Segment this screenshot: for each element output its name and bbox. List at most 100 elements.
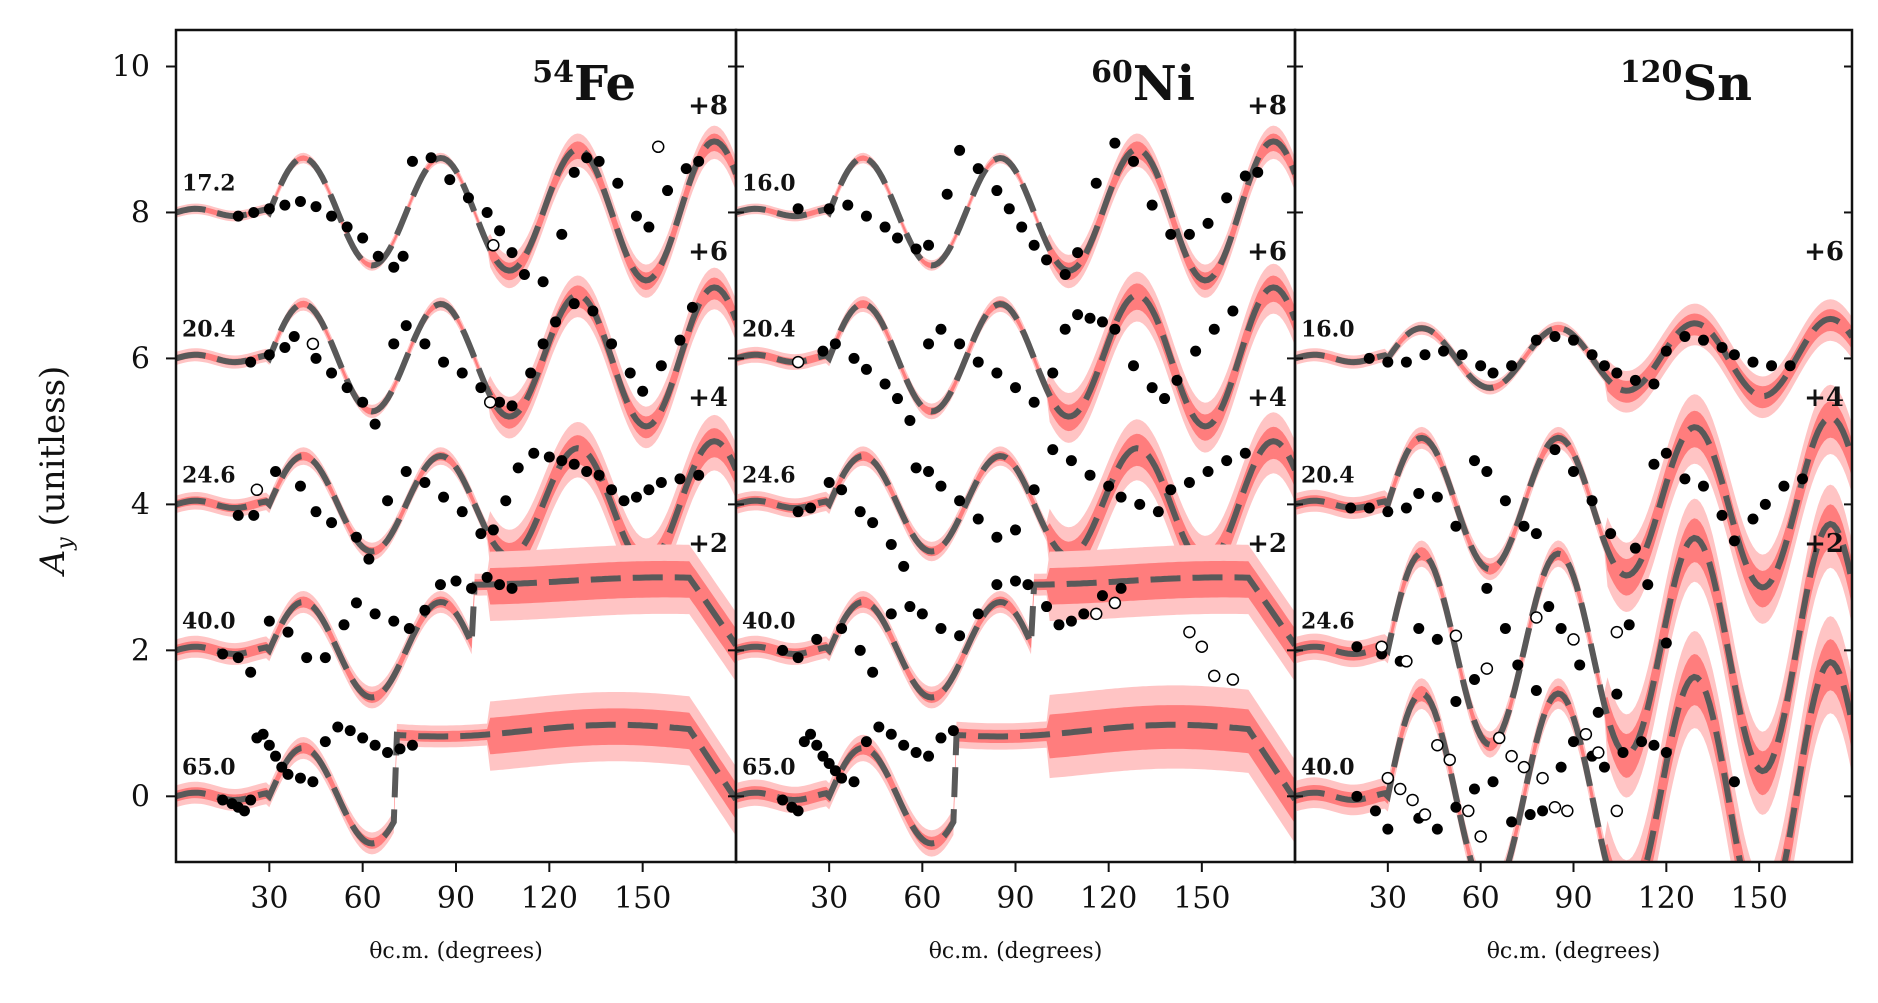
data-point bbox=[494, 225, 506, 237]
data-point bbox=[406, 739, 418, 751]
data-point bbox=[1636, 736, 1648, 748]
data-point bbox=[238, 805, 250, 817]
data-point bbox=[972, 356, 984, 368]
energy-label: 20.4 bbox=[742, 316, 796, 342]
data-point bbox=[307, 776, 319, 788]
data-point-open bbox=[1449, 629, 1463, 643]
data-point bbox=[512, 462, 524, 474]
data-point-open bbox=[1480, 662, 1494, 675]
data-point bbox=[898, 739, 910, 751]
data-point-open bbox=[1183, 625, 1196, 639]
data-point-open bbox=[1548, 801, 1562, 814]
data-point-open bbox=[1610, 804, 1624, 818]
data-point bbox=[1028, 396, 1040, 408]
data-point bbox=[1537, 805, 1549, 817]
data-point bbox=[954, 495, 966, 507]
data-point bbox=[1518, 520, 1530, 532]
data-point bbox=[1227, 305, 1239, 317]
data-point bbox=[341, 221, 353, 233]
data-point bbox=[829, 338, 841, 350]
model-curve bbox=[176, 438, 736, 568]
data-point bbox=[369, 608, 381, 620]
data-point bbox=[403, 622, 415, 634]
data-point bbox=[1481, 582, 1493, 594]
data-point bbox=[382, 495, 394, 507]
energy-label: 24.6 bbox=[1301, 608, 1355, 634]
data-point bbox=[568, 298, 580, 310]
data-point bbox=[1128, 360, 1140, 372]
data-point bbox=[506, 247, 518, 259]
data-point-open bbox=[1400, 655, 1413, 668]
energy-label: 40.0 bbox=[182, 608, 236, 634]
data-point bbox=[232, 210, 244, 222]
data-point bbox=[910, 243, 922, 255]
data-point bbox=[232, 652, 244, 664]
data-point bbox=[1431, 491, 1443, 503]
data-point bbox=[1697, 334, 1709, 346]
data-point bbox=[438, 356, 450, 368]
data-point bbox=[1413, 622, 1425, 634]
data-point bbox=[1351, 790, 1363, 802]
x-tick-label: 120 bbox=[1080, 881, 1137, 916]
x-tick-label: 150 bbox=[614, 881, 671, 916]
data-point bbox=[1543, 601, 1555, 613]
data-point bbox=[1382, 356, 1394, 368]
data-point bbox=[991, 185, 1003, 197]
data-point bbox=[1072, 309, 1084, 321]
data-point bbox=[777, 794, 789, 806]
data-point bbox=[1171, 374, 1183, 386]
data-point bbox=[406, 155, 418, 167]
nucleus-label: 60Ni bbox=[1091, 55, 1195, 112]
model-curve bbox=[736, 574, 1295, 701]
data-point bbox=[1041, 254, 1053, 266]
data-point bbox=[394, 743, 406, 755]
data-point bbox=[1660, 447, 1672, 459]
data-point bbox=[1047, 367, 1059, 379]
energy-label: 65.0 bbox=[182, 754, 236, 780]
data-point bbox=[1208, 323, 1220, 335]
data-point bbox=[276, 761, 288, 773]
data-point bbox=[1028, 239, 1040, 251]
data-point bbox=[935, 732, 947, 744]
data-point bbox=[935, 480, 947, 492]
data-point-open bbox=[1474, 830, 1487, 843]
data-point-open bbox=[791, 355, 805, 369]
data-point-open bbox=[1375, 640, 1388, 653]
x-axis-label: θc.m. (degrees) bbox=[929, 939, 1103, 964]
data-point bbox=[777, 644, 789, 656]
x-tick-label: 60 bbox=[344, 881, 382, 916]
nucleus-mass: 60 bbox=[1091, 55, 1133, 90]
data-point bbox=[1221, 192, 1233, 204]
data-point-open bbox=[1536, 771, 1549, 785]
offset-label: +6 bbox=[1804, 237, 1844, 267]
data-point bbox=[450, 575, 462, 587]
data-point-open bbox=[1195, 640, 1209, 653]
data-point bbox=[1165, 484, 1177, 496]
data-point bbox=[1022, 579, 1034, 591]
data-point bbox=[792, 805, 804, 817]
data-point bbox=[310, 506, 322, 518]
data-point bbox=[593, 155, 605, 167]
data-point-open bbox=[250, 483, 264, 497]
data-point-open bbox=[651, 140, 665, 154]
data-point bbox=[263, 203, 275, 215]
data-point bbox=[1041, 601, 1053, 613]
data-point bbox=[1530, 334, 1542, 346]
data-point bbox=[792, 506, 804, 518]
data-point bbox=[1190, 345, 1202, 357]
data-point bbox=[1084, 469, 1096, 481]
plot-area bbox=[176, 125, 736, 855]
data-point bbox=[867, 517, 879, 529]
data-point bbox=[382, 747, 394, 759]
data-point bbox=[1555, 761, 1567, 773]
data-point bbox=[1165, 228, 1177, 240]
data-point bbox=[581, 152, 593, 164]
data-point bbox=[1202, 217, 1214, 229]
data-point bbox=[1728, 535, 1740, 547]
x-tick-label: 30 bbox=[810, 881, 848, 916]
data-point bbox=[879, 378, 891, 390]
data-point bbox=[1450, 801, 1462, 813]
data-point-open bbox=[1431, 738, 1444, 752]
data-point-open bbox=[1418, 808, 1432, 821]
band-inner bbox=[736, 560, 1295, 703]
